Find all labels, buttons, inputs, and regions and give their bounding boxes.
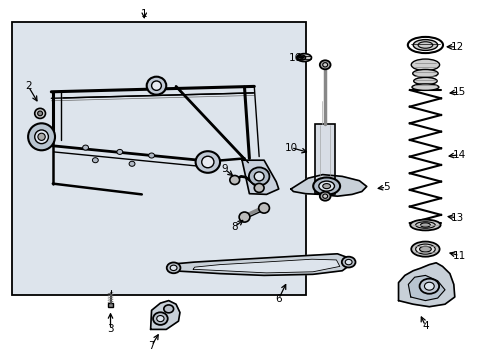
Ellipse shape [318, 181, 334, 191]
Text: 8: 8 [231, 222, 238, 232]
Ellipse shape [319, 192, 330, 201]
Ellipse shape [28, 123, 55, 150]
Ellipse shape [345, 259, 351, 265]
Ellipse shape [412, 40, 437, 50]
Ellipse shape [82, 145, 88, 150]
Ellipse shape [92, 158, 98, 163]
Ellipse shape [38, 111, 42, 116]
Text: 5: 5 [382, 182, 389, 192]
Text: 1: 1 [141, 9, 147, 19]
Ellipse shape [38, 133, 45, 140]
Ellipse shape [157, 315, 164, 322]
Text: 16: 16 [288, 53, 302, 63]
Ellipse shape [170, 265, 177, 271]
Polygon shape [150, 301, 180, 329]
Polygon shape [193, 259, 339, 273]
Ellipse shape [163, 305, 173, 313]
Ellipse shape [117, 149, 122, 154]
Polygon shape [290, 175, 366, 196]
Bar [107, 303, 113, 307]
Ellipse shape [410, 242, 439, 257]
Text: 4: 4 [421, 321, 428, 331]
Ellipse shape [35, 108, 45, 118]
Ellipse shape [146, 77, 166, 95]
Ellipse shape [151, 81, 161, 90]
Polygon shape [407, 275, 444, 301]
Text: 7: 7 [148, 341, 155, 351]
Text: 11: 11 [452, 251, 466, 261]
Ellipse shape [411, 84, 438, 90]
Text: 9: 9 [221, 164, 228, 174]
Ellipse shape [297, 55, 305, 60]
Ellipse shape [148, 153, 154, 158]
Ellipse shape [322, 63, 327, 67]
Text: 15: 15 [452, 87, 466, 97]
Ellipse shape [419, 246, 430, 252]
Ellipse shape [153, 312, 167, 325]
Polygon shape [398, 263, 454, 307]
Text: 10: 10 [284, 143, 297, 153]
Ellipse shape [322, 184, 330, 189]
Polygon shape [170, 254, 351, 275]
Ellipse shape [254, 172, 264, 181]
Ellipse shape [412, 69, 437, 77]
Ellipse shape [413, 77, 436, 85]
Text: 13: 13 [449, 213, 463, 223]
Ellipse shape [341, 257, 355, 267]
Ellipse shape [35, 130, 48, 144]
Text: 3: 3 [107, 324, 114, 334]
Bar [12, 22, 305, 295]
Ellipse shape [415, 244, 434, 254]
Ellipse shape [201, 156, 214, 168]
Ellipse shape [248, 167, 269, 185]
Ellipse shape [166, 262, 180, 273]
Ellipse shape [409, 220, 440, 230]
Text: 14: 14 [452, 150, 466, 160]
Ellipse shape [254, 184, 264, 192]
Ellipse shape [419, 279, 438, 294]
Ellipse shape [313, 177, 340, 195]
Ellipse shape [319, 60, 330, 69]
Ellipse shape [420, 223, 429, 227]
Bar [315, 124, 334, 194]
Ellipse shape [195, 151, 220, 173]
Ellipse shape [258, 203, 269, 213]
Ellipse shape [296, 54, 311, 62]
Text: 12: 12 [449, 42, 463, 52]
Ellipse shape [424, 282, 433, 290]
Text: 2: 2 [25, 81, 32, 91]
Text: 6: 6 [275, 294, 282, 304]
Ellipse shape [229, 175, 239, 184]
Ellipse shape [239, 212, 249, 222]
Polygon shape [242, 160, 278, 194]
Ellipse shape [129, 161, 135, 166]
Ellipse shape [410, 59, 439, 71]
Ellipse shape [322, 194, 327, 198]
